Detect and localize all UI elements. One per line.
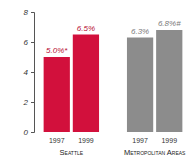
y-tick-label: 4 [24,68,29,77]
y-tick: 0 [24,128,34,137]
chart: 0 2 4 6 8 5.0%* 6.5% 6.3% 6.8%# 1997 1999 1997 1999 S… [0,0,195,159]
data-label: 6.8%# [158,19,181,28]
group-label: Metropolitan Areas [124,148,186,157]
y-tick: 6 [24,38,34,47]
group-labels: Seattle Metropolitan Areas [60,148,186,157]
y-tick-label: 0 [24,128,29,137]
data-label: 5.0%* [46,46,68,55]
y-tick-label: 8 [24,8,29,17]
y-tick-label: 2 [23,98,29,107]
y-tick: 2 [23,98,34,107]
y-tick-mark [31,102,34,103]
y-tick: 4 [24,68,34,77]
bar [156,30,182,132]
data-labels: 5.0%* 6.5% 6.3% 6.8%# [46,19,181,55]
y-axis-line [31,13,35,133]
data-label: 6.3% [131,27,149,36]
x-tick-label: 1997 [132,137,148,144]
group-label: Seattle [60,148,84,157]
y-tick-mark [31,132,34,133]
y-tick: 8 [24,8,34,17]
data-label: 6.5% [77,24,95,33]
bar [44,57,70,132]
bars [44,30,183,132]
y-tick-mark [31,42,34,43]
x-tick-label: 1999 [161,137,177,144]
bar [127,38,153,133]
y-tick-mark [31,12,34,13]
bar [73,35,99,133]
y-tick-label: 6 [24,38,29,47]
x-tick-labels: 1997 1999 1997 1999 [49,137,177,144]
x-tick-label: 1999 [78,137,94,144]
x-tick-label: 1997 [49,137,65,144]
y-axis: 0 2 4 6 8 [23,8,35,137]
y-tick-mark [31,72,34,73]
